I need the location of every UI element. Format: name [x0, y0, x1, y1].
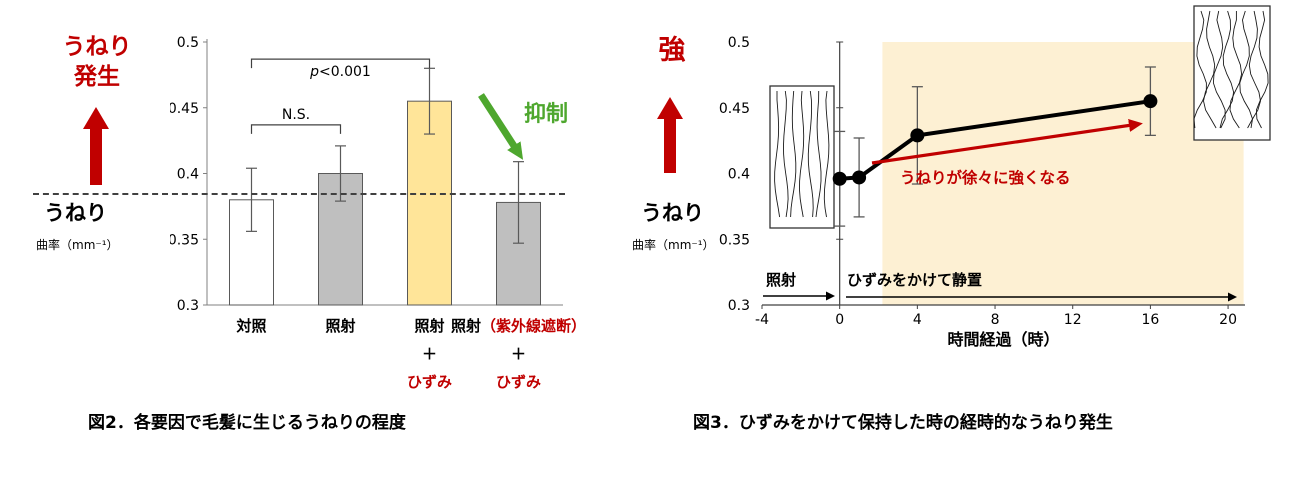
fig3-y-tick-label: 0.45 — [719, 101, 750, 117]
hair-sample-frame — [1193, 5, 1271, 141]
fig2-baseline-dashed-line — [33, 193, 565, 196]
significance-bracket — [250, 124, 342, 134]
fig2-y-tick-label: 0.35 — [170, 232, 199, 248]
category-label-run: ひずみ — [495, 373, 541, 391]
fig2-caption: 図2．各要因で毛髪に生じるうねりの程度 — [88, 413, 406, 433]
fig2-category-label-3: 照射（紫外線遮断）＋ひずみ — [451, 312, 586, 396]
fig3-chart: 0.5 0.45 0.4 0.35 0.3 -4 0 4 8 12 16 20 時間経過（時） うねりが徐… — [719, 5, 1271, 349]
fig3-data-point — [910, 128, 925, 143]
phase-label-strain-rest: ひずみをかけて静置 — [847, 271, 982, 289]
hair-strand — [1255, 10, 1269, 129]
fig2-y-tick-label: 0.45 — [170, 101, 199, 117]
hair-strand — [1203, 10, 1217, 129]
fig3-y-axis-unit: 曲率（mm⁻¹） — [632, 238, 715, 252]
fig3-strong-label: 強 — [658, 35, 686, 66]
fig3-y-tick-label: 0.3 — [728, 298, 750, 314]
hair-strand — [807, 90, 814, 218]
arrow-head — [657, 97, 683, 119]
significance-bracket — [250, 58, 431, 69]
hair-strand — [799, 90, 805, 218]
hair-strand — [1219, 10, 1235, 129]
hair-strand — [1212, 10, 1226, 129]
hair-strand — [1239, 10, 1253, 129]
category-label-run: ＋ — [510, 345, 526, 363]
fig3-x-tick-label: 20 — [1219, 312, 1237, 328]
category-label-run: ＋ — [421, 345, 438, 363]
fig3-x-tick-label: 8 — [991, 312, 1000, 328]
fig3-y-tick-label: 0.35 — [719, 232, 750, 248]
fig3-data-point — [1143, 94, 1158, 109]
fig2-y-tick-label: 0.3 — [177, 298, 199, 314]
fig3-data-point — [852, 170, 867, 185]
fig2-bar-2 — [407, 100, 452, 306]
trend-annotation: うねりが徐々に強くなる — [900, 168, 1071, 187]
category-label-line: ＋ — [407, 340, 452, 368]
fig3-x-axis-title: 時間経過（時） — [947, 330, 1059, 349]
hair-strand — [774, 91, 781, 218]
hair-strand — [823, 90, 830, 218]
hair-strand — [1229, 11, 1243, 129]
hair-strand — [790, 90, 797, 218]
hair-strand — [815, 90, 822, 218]
fig3-caption: 図3．ひずみをかけて保持した時の経時的なうねり発生 — [693, 413, 1113, 433]
fig3-data-point — [832, 171, 847, 186]
category-label-run: ひずみ — [406, 373, 453, 391]
fig2-y-axis-label: うねり — [44, 201, 107, 225]
fig2-y-tick-label: 0.5 — [177, 35, 199, 51]
fig2-chart: 0.5 0.45 0.4 0.35 0.3 N.S. p<0.001 — [170, 35, 563, 314]
phase-label-irradiation: 照射 — [766, 271, 796, 289]
hair-strand — [1247, 10, 1261, 129]
fig3-y-tick-label: 0.5 — [728, 35, 750, 51]
category-label-line: ひずみ — [407, 368, 452, 396]
fig3-y-tick-label: 0.4 — [728, 167, 750, 183]
trend-arrow — [871, 119, 1143, 165]
fig3-x-tick-label: 4 — [913, 312, 922, 328]
fig3-data-line — [839, 99, 1151, 181]
hair-strand — [1193, 10, 1207, 129]
arrow-shaft — [664, 119, 676, 173]
arrow-head — [83, 107, 109, 129]
category-label-line: ＋ — [451, 340, 586, 368]
fig2-suppression-label: 抑制 — [524, 102, 569, 127]
category-label-line: ひずみ — [451, 368, 586, 396]
arrow-shaft — [90, 129, 102, 185]
fig2-occurrence-label: うねり 発生 — [62, 34, 132, 90]
fig3-x-tick-label: 12 — [1064, 312, 1082, 328]
significance-label: p<0.001 — [309, 64, 371, 80]
strain-period-shading — [882, 42, 1244, 305]
fig3-x-tick-label: 0 — [835, 312, 844, 328]
fig3-up-arrow-icon — [657, 97, 683, 173]
hair-strand — [783, 90, 789, 218]
fig2-y-tick-label: 0.4 — [177, 167, 199, 183]
fig2-category-label-2: 照射＋ひずみ — [407, 312, 452, 396]
suppression-arrow — [478, 93, 524, 160]
fig2-up-arrow-icon — [83, 107, 109, 185]
significance-label: N.S. — [282, 107, 310, 123]
fig2-y-axis-unit: 曲率（mm⁻¹） — [36, 238, 119, 252]
fig3-y-axis-label: うねり — [641, 201, 704, 225]
fig3-x-tick-label: -4 — [755, 312, 769, 328]
fig3-x-tick-label: 16 — [1141, 312, 1159, 328]
